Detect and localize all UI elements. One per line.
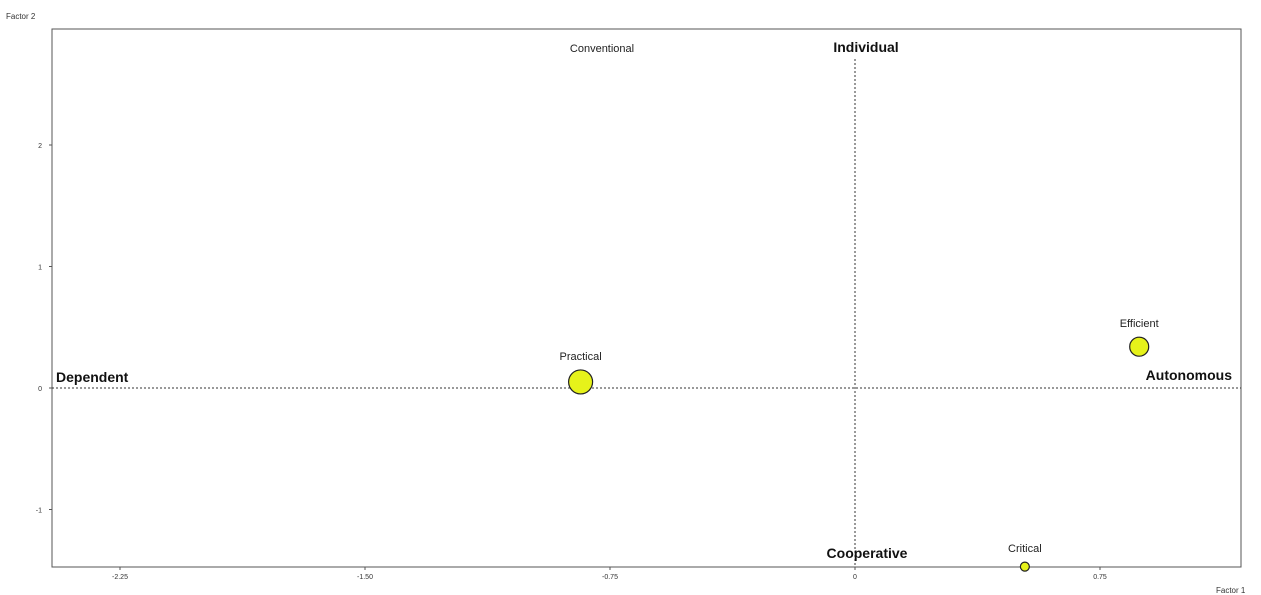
point-marker-critical [1019, 561, 1030, 572]
pole-label-left: Dependent [56, 369, 129, 385]
x-tick-label: -1.50 [357, 574, 373, 581]
point-label-critical: Critical [1008, 543, 1042, 555]
y-tick-label: 1 [38, 265, 42, 272]
data-points: Practical Efficient Critical [560, 318, 1159, 572]
x-axis-title: Factor 1 [1216, 586, 1246, 595]
point-label-practical: Practical [560, 351, 602, 363]
plot-frame [51, 28, 1242, 568]
pole-label-bottom: Cooperative [827, 545, 908, 561]
x-tick-label: -0.75 [602, 574, 618, 581]
y-tick-label: 0 [38, 386, 42, 393]
y-axis-title: Factor 2 [6, 12, 36, 21]
point-marker-practical [567, 369, 594, 395]
pole-label-top: Individual [833, 39, 898, 55]
y-tick-label: 2 [38, 143, 42, 150]
x-axis-ticks: -2.25 -1.50 -0.75 0 0.75 [112, 567, 1107, 581]
point-marker-efficient [1129, 336, 1150, 357]
point-label-efficient: Efficient [1120, 318, 1159, 330]
x-tick-label: -2.25 [112, 574, 128, 581]
x-tick-label: 0 [853, 574, 857, 581]
pole-label-right: Autonomous [1146, 367, 1233, 383]
y-axis-ticks: -1 0 1 2 [36, 143, 52, 515]
y-tick-label: -1 [36, 508, 42, 515]
x-tick-label: 0.75 [1093, 574, 1107, 581]
pole-label-top-secondary: Conventional [570, 43, 634, 55]
